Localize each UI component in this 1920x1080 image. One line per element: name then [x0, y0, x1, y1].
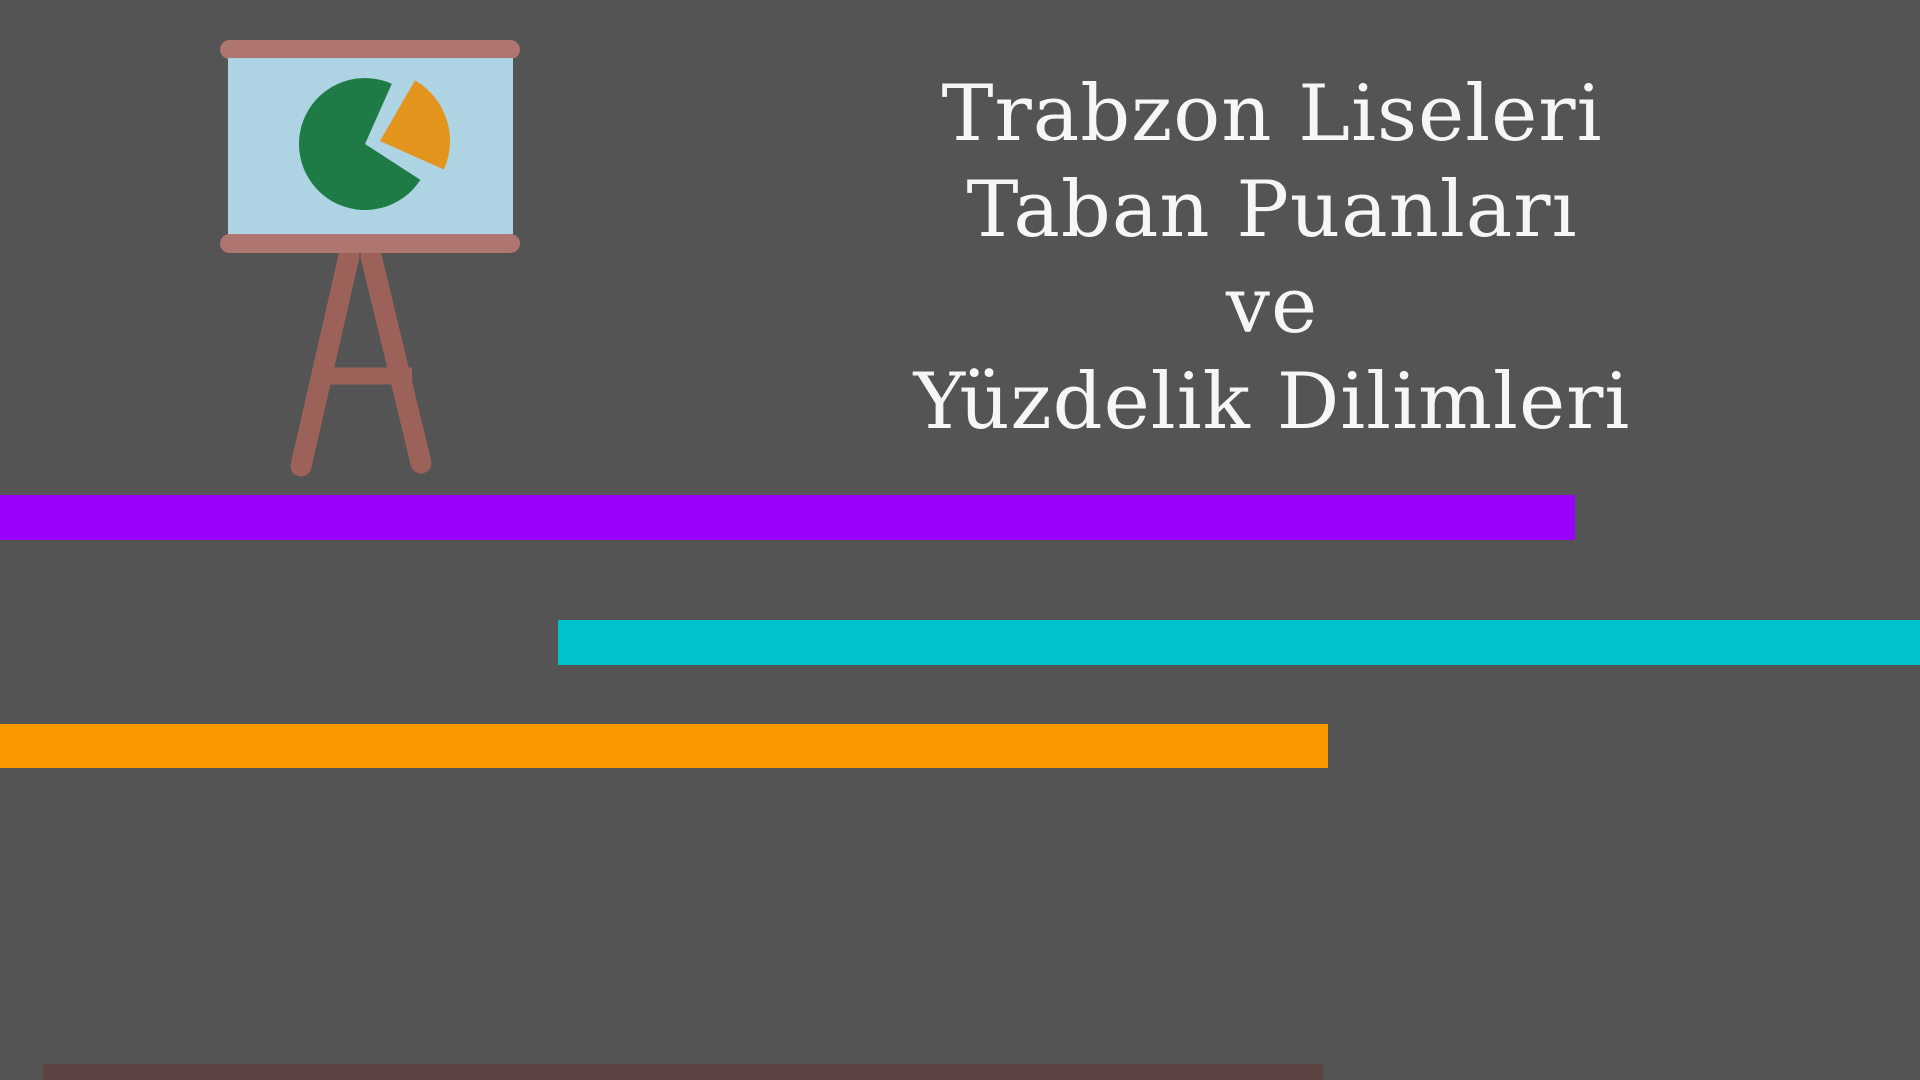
- easel-bottom-frame: [220, 234, 520, 253]
- page-title: Trabzon Liseleri Taban Puanları ve Yüzde…: [812, 66, 1732, 450]
- title-line-3: ve: [1225, 261, 1319, 351]
- easel-left-leg: [290, 245, 360, 477]
- title-line-4: Yüzdelik Dilimleri: [913, 357, 1631, 447]
- decorative-bar-purple: [0, 495, 1575, 540]
- decorative-bar-cyan: [558, 620, 1920, 665]
- easel-right-leg: [360, 245, 432, 474]
- easel-top-frame: [220, 40, 520, 59]
- decorative-bottom-strip: [43, 1064, 1323, 1080]
- title-line-1: Trabzon Liseleri: [941, 69, 1603, 159]
- pie-chart-green-slice: [299, 78, 421, 211]
- title-line-2: Taban Puanları: [966, 165, 1578, 255]
- presentation-easel-pie-chart-icon: [220, 40, 520, 477]
- pie-chart-orange-slice: [380, 80, 450, 170]
- decorative-bar-orange: [0, 724, 1328, 768]
